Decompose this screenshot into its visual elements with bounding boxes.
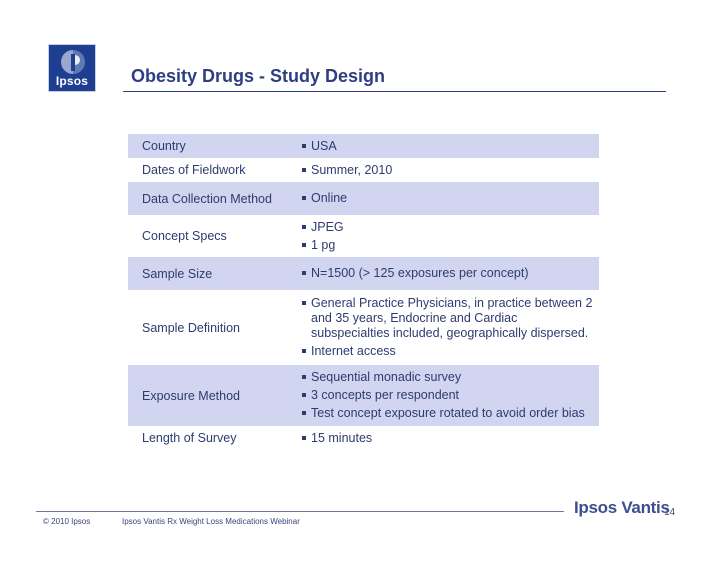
row-label: Data Collection Method [142, 191, 272, 206]
row-value: JPEG 1 pg [287, 215, 599, 257]
footer-copyright: © 2010 Ipsos [43, 517, 91, 526]
ipsos-logo-mark-icon [61, 50, 85, 74]
table-row: Sample Definition General Practice Physi… [128, 290, 599, 365]
row-value: N=1500 (> 125 exposures per concept) [287, 257, 599, 290]
table-row: Data Collection Method Online [128, 182, 599, 215]
row-label: Sample Size [142, 266, 213, 281]
ipsos-logo-text: Ipsos [55, 74, 89, 88]
table-row: Sample Size N=1500 (> 125 exposures per … [128, 257, 599, 290]
row-value: General Practice Physicians, in practice… [287, 290, 599, 365]
row-label: Length of Survey [142, 431, 237, 445]
bullet-item: Online [301, 191, 599, 206]
row-label: Sample Definition [142, 320, 240, 335]
footer-divider [36, 511, 564, 512]
ipsos-vantis-brand: Ipsos Vantis [574, 498, 670, 517]
table-row: Exposure Method Sequential monadic surve… [128, 365, 599, 426]
table-row: Dates of Fieldwork Summer, 2010 [128, 158, 599, 182]
footer-presentation-title: Ipsos Vantis Rx Weight Loss Medications … [122, 517, 300, 526]
bullet-item: Summer, 2010 [301, 163, 599, 178]
row-label: Country [142, 139, 186, 153]
row-label: Concept Specs [142, 229, 227, 243]
bullet-item: 15 minutes [301, 431, 599, 446]
bullet-item: Sequential monadic survey [301, 370, 599, 385]
table-row: Length of Survey 15 minutes [128, 426, 599, 450]
table-row: Country USA [128, 134, 599, 158]
ipsos-logo: Ipsos [48, 44, 96, 92]
slide-title: Obesity Drugs - Study Design [131, 66, 386, 86]
row-value: Online [287, 182, 599, 215]
bullet-item: JPEG [301, 220, 599, 235]
bullet-item: Test concept exposure rotated to avoid o… [301, 406, 599, 421]
bullet-item: USA [301, 139, 599, 154]
row-value: USA [287, 134, 599, 158]
row-value: Summer, 2010 [287, 158, 599, 182]
study-design-table: Country USA Dates of Fieldwork Summer, 2… [128, 134, 599, 450]
bullet-item: Internet access [301, 344, 599, 359]
page-number: 14 [664, 507, 676, 518]
title-divider [123, 91, 666, 92]
bullet-item: 3 concepts per respondent [301, 388, 599, 403]
bullet-item: General Practice Physicians, in practice… [301, 296, 599, 341]
bullet-item: 1 pg [301, 238, 599, 253]
row-label: Dates of Fieldwork [142, 163, 246, 177]
row-label: Exposure Method [142, 388, 240, 403]
row-value: Sequential monadic survey 3 concepts per… [287, 365, 599, 426]
table-row: Concept Specs JPEG 1 pg [128, 215, 599, 257]
row-value: 15 minutes [287, 426, 599, 450]
bullet-item: N=1500 (> 125 exposures per concept) [301, 266, 599, 281]
